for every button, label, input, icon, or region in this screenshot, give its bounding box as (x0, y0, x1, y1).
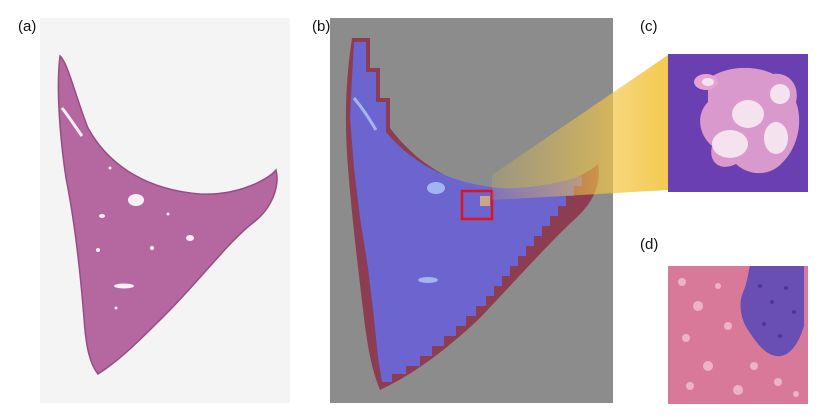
panel-label-b: (b) (312, 18, 331, 35)
panel-d-he-detail (668, 266, 808, 404)
tumor-probability-region-blue (350, 42, 582, 382)
highlighted-patch (480, 196, 490, 206)
panel-b-heatmap-overlay (330, 18, 613, 403)
panel-a-slide-image (40, 18, 290, 403)
panel-label-d: (d) (640, 236, 659, 253)
panel-label-c: (c) (640, 18, 658, 35)
panel-c-zoomed-patch (668, 54, 808, 192)
zoom-wedge (492, 55, 668, 200)
region-of-interest-box (460, 189, 494, 221)
panel-label-a: (a) (18, 18, 37, 35)
